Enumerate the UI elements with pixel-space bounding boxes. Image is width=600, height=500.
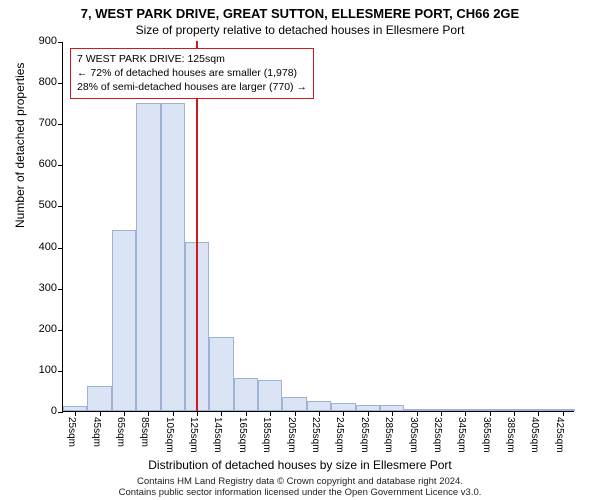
ytick-label: 600 [39,158,63,170]
xtick-mark [124,411,125,416]
xtick-mark [197,411,198,416]
histogram-bar [234,378,258,411]
xtick-label: 85sqm [139,417,150,447]
ytick-label: 400 [39,241,63,253]
chart-title-sub: Size of property relative to detached ho… [0,21,600,37]
xtick-mark [441,411,442,416]
annotation-box: 7 WEST PARK DRIVE: 125sqm ← 72% of detac… [70,48,314,99]
xtick-label: 205sqm [286,417,297,453]
histogram-bar [209,337,233,411]
histogram-bar [87,386,111,411]
x-axis-label: Distribution of detached houses by size … [0,458,600,472]
xtick-label: 305sqm [408,417,419,453]
xtick-mark [270,411,271,416]
xtick-mark [75,411,76,416]
xtick-mark [343,411,344,416]
xtick-mark [221,411,222,416]
histogram-bar [282,397,306,411]
ytick-label: 700 [39,117,63,129]
xtick-label: 25sqm [66,417,77,447]
annotation-line-3: 28% of semi-detached houses are larger (… [77,80,307,94]
histogram-bar [161,103,185,411]
histogram-bar [307,401,331,411]
xtick-mark [538,411,539,416]
xtick-label: 65sqm [115,417,126,447]
annotation-line-1: 7 WEST PARK DRIVE: 125sqm [77,52,307,66]
xtick-label: 365sqm [481,417,492,453]
xtick-mark [417,411,418,416]
xtick-mark [392,411,393,416]
ytick-label: 800 [39,76,63,88]
footer-line-1: Contains HM Land Registry data © Crown c… [0,476,600,487]
xtick-label: 45sqm [91,417,102,447]
xtick-mark [490,411,491,416]
xtick-label: 145sqm [212,417,223,453]
xtick-mark [295,411,296,416]
xtick-label: 105sqm [164,417,175,453]
xtick-label: 405sqm [529,417,540,453]
xtick-label: 125sqm [188,417,199,453]
chart-title-main: 7, WEST PARK DRIVE, GREAT SUTTON, ELLESM… [0,0,600,21]
xtick-mark [514,411,515,416]
xtick-mark [246,411,247,416]
xtick-mark [148,411,149,416]
xtick-mark [319,411,320,416]
ytick-label: 0 [51,405,63,417]
histogram-bar [258,380,282,411]
xtick-label: 265sqm [359,417,370,453]
y-axis-label: Number of detached properties [13,63,27,228]
xtick-mark [465,411,466,416]
xtick-label: 245sqm [334,417,345,453]
xtick-mark [368,411,369,416]
xtick-label: 425sqm [554,417,565,453]
xtick-label: 165sqm [237,417,248,453]
xtick-label: 285sqm [383,417,394,453]
annotation-line-2: ← 72% of detached houses are smaller (1,… [77,66,307,80]
xtick-mark [563,411,564,416]
xtick-label: 345sqm [456,417,467,453]
ytick-label: 200 [39,323,63,335]
xtick-label: 225sqm [310,417,321,453]
histogram-bar [112,230,136,411]
xtick-label: 325sqm [432,417,443,453]
ytick-label: 300 [39,282,63,294]
footer-line-2: Contains public sector information licen… [0,487,600,498]
xtick-label: 385sqm [505,417,516,453]
footer-attribution: Contains HM Land Registry data © Crown c… [0,476,600,498]
ytick-label: 500 [39,199,63,211]
xtick-mark [100,411,101,416]
ytick-label: 900 [39,35,63,47]
ytick-label: 100 [39,364,63,376]
histogram-bar [136,103,160,411]
histogram-bar [331,403,355,411]
xtick-label: 185sqm [261,417,272,453]
xtick-mark [173,411,174,416]
